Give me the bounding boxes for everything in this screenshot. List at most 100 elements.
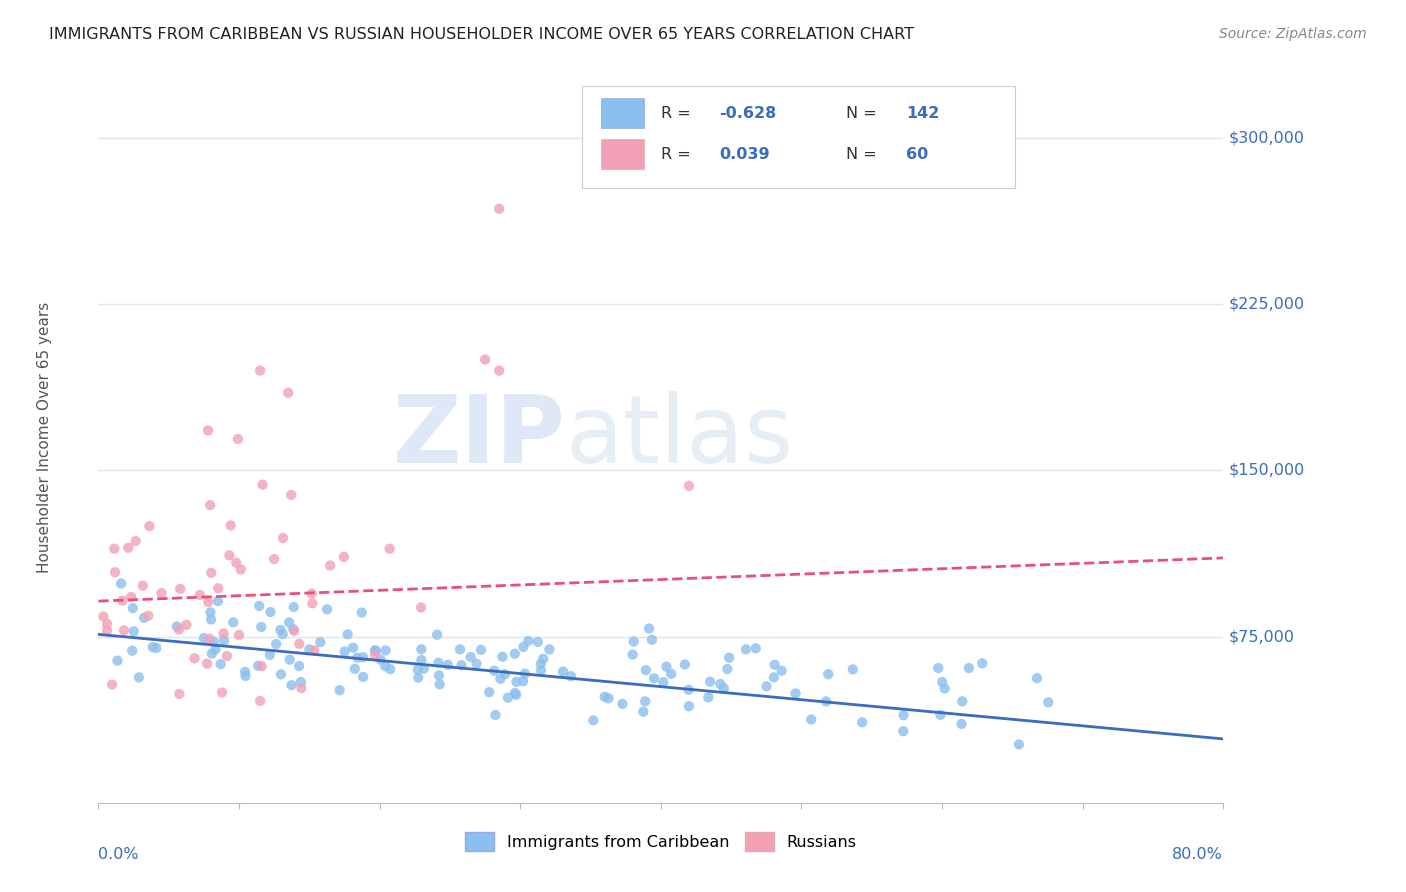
Point	[319, 558, 342, 573]
Point	[491, 649, 513, 664]
Point	[957, 661, 980, 675]
Text: R =: R =	[661, 146, 696, 161]
Point	[374, 659, 396, 673]
Point	[212, 633, 235, 648]
Point	[333, 549, 356, 564]
Point	[121, 643, 143, 657]
Point	[110, 576, 132, 591]
Point	[212, 626, 235, 640]
Point	[598, 691, 620, 706]
Point	[343, 662, 366, 676]
Text: ZIP: ZIP	[392, 391, 565, 483]
Point	[122, 624, 145, 639]
Point	[250, 620, 273, 634]
Point	[503, 686, 526, 700]
Point	[406, 663, 429, 677]
Point	[222, 615, 245, 630]
Point	[713, 681, 735, 696]
Point	[264, 637, 287, 651]
Point	[474, 352, 496, 367]
Point	[437, 657, 460, 672]
Point	[488, 202, 510, 216]
Point	[411, 642, 433, 657]
Point	[121, 601, 143, 615]
Point	[1038, 695, 1060, 709]
Point	[526, 635, 548, 649]
Point	[1008, 738, 1031, 752]
Point	[352, 670, 374, 684]
Point	[233, 665, 256, 679]
Point	[512, 640, 534, 654]
Point	[138, 519, 160, 533]
Text: $75,000: $75,000	[1229, 629, 1295, 644]
Point	[449, 642, 471, 657]
Point	[111, 593, 134, 607]
Point	[229, 562, 252, 576]
Point	[280, 488, 302, 502]
Point	[259, 648, 281, 662]
Point	[304, 643, 326, 657]
Point	[450, 658, 472, 673]
Point	[633, 705, 655, 719]
Point	[429, 677, 451, 691]
Point	[134, 611, 156, 625]
Point	[101, 677, 124, 691]
Point	[346, 650, 368, 665]
Point	[770, 664, 793, 678]
Point	[409, 600, 432, 615]
Point	[851, 715, 873, 730]
Point	[288, 637, 311, 651]
Text: N =: N =	[846, 146, 883, 161]
Point	[755, 679, 778, 693]
Point	[699, 674, 721, 689]
Point	[226, 432, 249, 446]
Point	[197, 424, 219, 438]
Point	[202, 635, 225, 649]
Point	[406, 671, 429, 685]
Point	[488, 363, 510, 377]
Point	[517, 633, 540, 648]
Point	[301, 587, 323, 601]
Point	[842, 662, 865, 676]
Point	[505, 674, 527, 689]
Point	[145, 640, 167, 655]
Point	[734, 642, 756, 657]
Point	[929, 707, 952, 722]
Point	[215, 648, 238, 663]
Point	[336, 627, 359, 641]
Point	[678, 682, 700, 697]
Point	[817, 667, 839, 681]
Point	[634, 663, 657, 677]
Point	[460, 650, 482, 665]
Text: Source: ZipAtlas.com: Source: ZipAtlas.com	[1219, 27, 1367, 41]
Point	[235, 669, 257, 683]
Text: R =: R =	[661, 105, 696, 120]
Point	[132, 579, 155, 593]
Point	[207, 594, 229, 608]
Point	[201, 647, 224, 661]
Point	[218, 549, 240, 563]
Point	[370, 652, 392, 666]
Point	[298, 642, 321, 657]
Point	[697, 690, 720, 705]
Point	[815, 694, 838, 708]
Text: -0.628: -0.628	[720, 105, 776, 120]
Point	[505, 688, 527, 702]
Point	[512, 674, 534, 689]
Point	[259, 605, 281, 619]
Point	[427, 668, 450, 682]
Point	[271, 627, 294, 641]
Point	[228, 628, 250, 642]
Bar	[602, 98, 644, 128]
Point	[128, 670, 150, 684]
Point	[531, 652, 554, 666]
Point	[107, 654, 129, 668]
Text: $300,000: $300,000	[1229, 130, 1305, 145]
Point	[219, 518, 242, 533]
Point	[503, 647, 526, 661]
Point	[352, 650, 374, 665]
Text: 142: 142	[905, 105, 939, 120]
Point	[188, 588, 211, 602]
Point	[638, 622, 661, 636]
Point	[621, 648, 644, 662]
